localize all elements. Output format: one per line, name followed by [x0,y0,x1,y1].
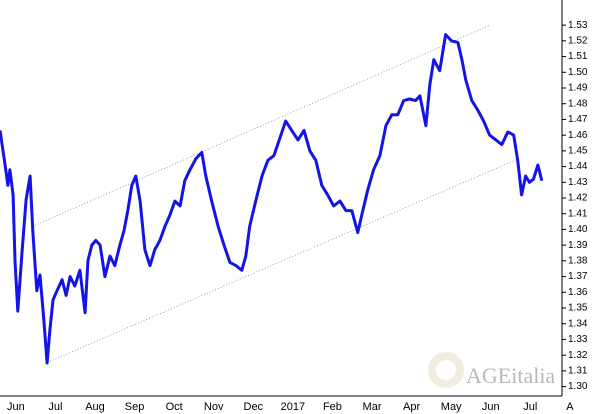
y-tick-label: 1.43 [568,177,588,188]
y-tick-label: 1.32 [568,350,588,361]
x-tick-label: Aug [85,401,105,413]
x-tick-label: Jul [48,401,62,413]
price-line [0,33,544,365]
y-tick-label: 1.42 [568,193,588,204]
x-tick-label: May [441,401,462,413]
y-tick-label: 1.30 [568,381,588,392]
x-tick-label: Jun [482,401,500,413]
y-tick-label: 1.31 [568,365,588,376]
logo-circle [428,352,464,388]
x-tick-label: Nov [204,401,224,413]
y-tick-label: 1.44 [568,161,588,172]
y-tick-label: 1.37 [568,271,588,282]
y-tick-label: 1.35 [568,303,588,314]
watermark: AGEitalia [466,363,555,388]
y-tick-label: 1.38 [568,255,588,266]
y-tick-label: 1.48 [568,98,588,109]
x-tick-label: Feb [323,401,342,413]
y-tick-label: 1.40 [568,224,588,235]
y-tick-label: 1.36 [568,287,588,298]
x-tick-label: Sep [125,401,145,413]
x-tick-label: Apr [403,401,420,413]
y-tick-label: 1.34 [568,318,588,329]
x-tick-label: Jun [7,401,25,413]
watermark-logo [428,352,464,388]
y-tick-label: 1.53 [568,20,588,31]
x-tick-label: Dec [244,401,264,413]
y-tick-label: 1.51 [568,51,588,62]
y-tick-label: 1.50 [568,67,588,78]
x-tick-label: 2017 [281,401,305,413]
logo-inner [436,360,456,380]
x-tick-label: Oct [166,401,183,413]
y-tick-label: 1.39 [568,240,588,251]
x-tick-label: Mar [363,401,382,413]
y-tick-label: 1.45 [568,145,588,156]
y-tick-label: 1.33 [568,334,588,345]
x-tick-label: A [566,401,574,413]
x-tick-label: Jul [523,401,537,413]
y-tick-label: 1.52 [568,35,588,46]
trend-line [34,24,490,226]
y-tick-label: 1.47 [568,114,588,125]
trend-line [46,157,520,363]
y-tick-label: 1.46 [568,130,588,141]
y-tick-label: 1.41 [568,208,588,219]
y-tick-label: 1.49 [568,83,588,94]
